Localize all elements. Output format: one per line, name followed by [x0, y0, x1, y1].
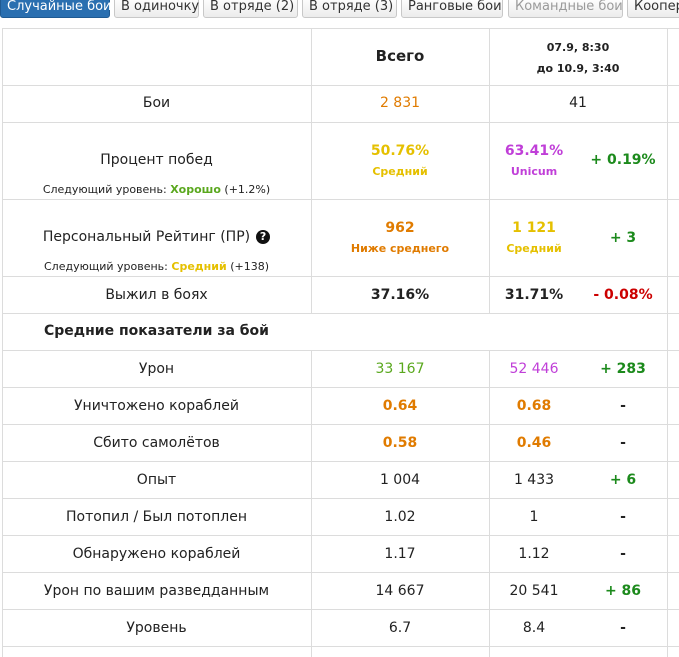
tab-division-2[interactable]: В отряде (2) — [203, 0, 298, 18]
row-label-xp: Опыт — [136, 472, 177, 488]
column-header-period-start: 07.9, 8:30 — [546, 41, 610, 54]
spotted-delta: - — [620, 546, 626, 562]
column-divider — [667, 28, 668, 657]
next-level-name: Хорошо — [170, 183, 221, 196]
kills-delta: - — [620, 398, 626, 414]
row-divider — [2, 461, 679, 462]
damage-period: 52 446 — [509, 361, 559, 377]
tier-total: 6.7 — [388, 620, 412, 636]
column-divider — [311, 28, 312, 313]
next-level-name: Средний — [171, 260, 227, 273]
row-divider — [2, 572, 679, 573]
pr-total: 962 — [385, 220, 415, 236]
row-label-spot-damage: Урон по вашим разведданным — [43, 583, 270, 599]
tab-random-battles[interactable]: Случайные бои — [0, 0, 112, 18]
row-divider — [2, 313, 679, 314]
tab-division-3[interactable]: В отряде (3) — [302, 0, 397, 18]
pr-total-rating: Ниже среднего — [350, 242, 450, 255]
kd-period: 1 — [529, 509, 539, 525]
row-label-battles: Бои — [142, 95, 171, 111]
planes-delta: - — [620, 435, 626, 451]
row-divider — [2, 199, 679, 200]
next-level-delta: (+1.2%) — [224, 183, 271, 196]
xp-total: 1 004 — [379, 472, 421, 488]
row-label-planes: Сбито самолётов — [93, 435, 220, 451]
next-level-prefix: Следующий уровень: — [42, 183, 167, 196]
section-title-averages: Средние показатели за бой — [44, 323, 269, 339]
row-label-damage: Урон — [138, 361, 175, 377]
row-divider — [2, 122, 679, 123]
row-divider — [2, 350, 679, 351]
tab-ranked[interactable]: Ранговые бои — [401, 0, 503, 18]
winrate-total-rating: Средний — [372, 165, 428, 178]
row-divider — [2, 646, 679, 647]
damage-total: 33 167 — [375, 361, 425, 377]
survived-period: 31.71% — [504, 287, 564, 303]
row-divider — [2, 28, 679, 29]
battles-total: 2 831 — [379, 95, 421, 111]
pr-label: Персональный Рейтинг (ПР) — [42, 229, 251, 245]
row-label-pr: Персональный Рейтинг (ПР)? — [2, 229, 311, 245]
tab-coop[interactable]: Коопер — [627, 0, 679, 18]
row-divider — [2, 535, 679, 536]
row-divider — [2, 276, 679, 277]
row-divider — [2, 498, 679, 499]
row-label-kd: Потопил / Был потоплен — [66, 509, 247, 525]
kd-delta: - — [620, 509, 626, 525]
row-divider — [2, 609, 679, 610]
row-label-spotted: Обнаружено кораблей — [72, 546, 241, 562]
row-divider — [2, 85, 679, 86]
column-divider — [311, 350, 312, 657]
row-label-survived: Выжил в боях — [105, 287, 208, 303]
pr-next-level: Следующий уровень: Средний (+138) — [2, 260, 311, 273]
survived-total: 37.16% — [370, 287, 430, 303]
tab-solo[interactable]: В одиночку — [114, 0, 199, 18]
winrate-next-level: Следующий уровень: Хорошо (+1.2%) — [2, 183, 311, 196]
row-label-kills: Уничтожено кораблей — [74, 398, 239, 414]
kills-period: 0.68 — [516, 398, 552, 414]
next-level-delta: (+138) — [230, 260, 269, 273]
planes-total: 0.58 — [382, 435, 418, 451]
battles-period: 41 — [569, 95, 587, 111]
xp-delta: + 6 — [609, 472, 637, 488]
spot-damage-period: 20 541 — [509, 583, 559, 599]
pr-delta: + 3 — [609, 230, 637, 246]
help-icon[interactable]: ? — [256, 230, 271, 244]
column-header-total: Всего — [375, 47, 425, 65]
next-level-prefix: Следующий уровень: — [44, 260, 168, 273]
kills-total: 0.64 — [382, 398, 418, 414]
planes-period: 0.46 — [516, 435, 552, 451]
tier-period: 8.4 — [522, 620, 546, 636]
column-divider — [489, 350, 490, 657]
row-label-winrate: Процент побед — [100, 152, 213, 168]
survived-delta: - 0.08% — [593, 287, 653, 303]
pr-period: 1 121 — [512, 220, 556, 236]
tab-clan-battles[interactable]: Командные бои — [508, 0, 623, 18]
row-divider — [2, 387, 679, 388]
winrate-total: 50.76% — [370, 143, 430, 159]
damage-delta: + 283 — [600, 361, 646, 377]
spotted-total: 1.17 — [384, 546, 416, 562]
winrate-delta: + 0.19% — [590, 152, 656, 168]
column-divider — [2, 28, 3, 657]
column-divider — [489, 28, 490, 313]
spotted-period: 1.12 — [518, 546, 550, 562]
winrate-period-rating: Unicum — [510, 165, 558, 178]
xp-period: 1 433 — [513, 472, 555, 488]
kd-total: 1.02 — [384, 509, 416, 525]
row-divider — [2, 424, 679, 425]
spot-damage-delta: + 86 — [604, 583, 642, 599]
row-label-tier: Уровень — [126, 620, 187, 636]
pr-period-rating: Средний — [506, 242, 562, 255]
spot-damage-total: 14 667 — [375, 583, 425, 599]
winrate-period: 63.41% — [504, 143, 564, 159]
tier-delta: - — [620, 620, 626, 636]
mode-tabs: Случайные бои В одиночку В отряде (2) В … — [0, 0, 679, 20]
column-header-period-end: до 10.9, 3:40 — [536, 62, 620, 75]
